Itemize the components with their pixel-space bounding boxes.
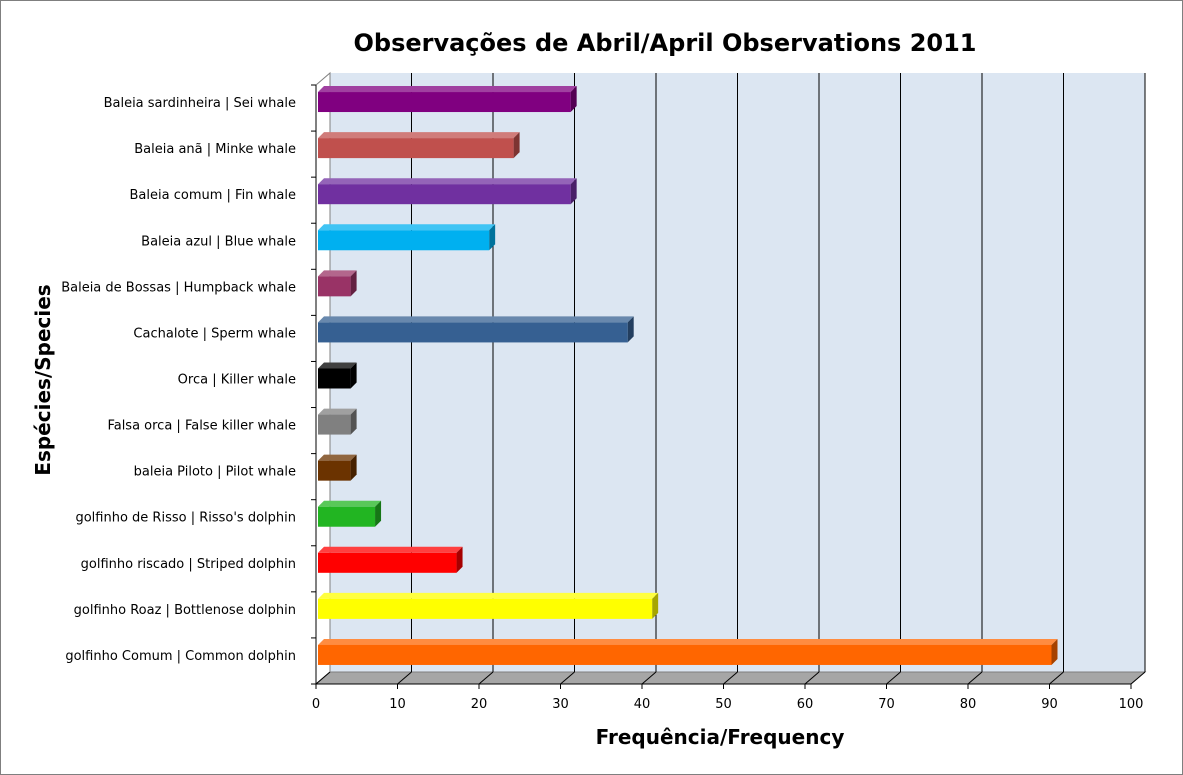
bar-end-face — [652, 592, 659, 619]
bar-end-face — [489, 224, 496, 251]
bar-front-face — [318, 138, 514, 159]
floor-gridline — [1049, 671, 1064, 685]
bar-top-face — [318, 500, 382, 507]
bar-9 — [318, 224, 496, 251]
x-tick-label: 70 — [878, 697, 895, 712]
bar-end-face — [350, 270, 357, 297]
bar-front-face — [318, 276, 351, 297]
x-tick-label: 40 — [634, 697, 651, 712]
bar-end-face — [456, 546, 463, 573]
floor-gridline — [1130, 671, 1146, 685]
floor-gridline — [560, 671, 575, 685]
floor-gridline — [723, 671, 738, 685]
category-label: Orca | Killer whale — [178, 373, 296, 388]
x-tick-label: 0 — [312, 697, 320, 712]
floor-gridline — [886, 671, 901, 685]
x-tick-label: 50 — [715, 697, 732, 712]
bar-1 — [318, 592, 659, 619]
x-axis-title: Frequência/Frequency — [596, 725, 845, 749]
x-tick-label: 90 — [1041, 697, 1058, 712]
bar-7 — [318, 316, 634, 343]
bar-end-face — [350, 362, 357, 389]
bar-top-face — [318, 546, 463, 553]
bar-top-face — [318, 178, 577, 185]
bar-top-face — [318, 408, 357, 415]
bar-3 — [318, 500, 382, 527]
x-tick-label: 30 — [552, 697, 569, 712]
x-tick-label: 100 — [1119, 697, 1144, 712]
bar-front-face — [318, 598, 653, 619]
x-tick-label: 80 — [960, 697, 977, 712]
bar-front-face — [318, 230, 490, 251]
bar-end-face — [570, 178, 577, 205]
chart-title: Observações de Abril/April Observations … — [353, 29, 976, 57]
category-label: golfinho de Risso | Risso's dolphin — [75, 511, 296, 526]
bar-top-face — [318, 362, 357, 369]
floor-gridline — [967, 671, 983, 685]
bar-8 — [318, 270, 357, 297]
bar-top-face — [318, 86, 577, 93]
bar-10 — [318, 178, 577, 205]
category-label: Cachalote | Sperm whale — [133, 326, 296, 341]
bar-end-face — [350, 408, 357, 435]
bar-5 — [318, 408, 357, 435]
bar-front-face — [318, 460, 351, 481]
floor-gridline — [315, 671, 331, 685]
bar-front-face — [318, 184, 571, 205]
bar-11 — [318, 132, 520, 159]
category-label: golfinho riscado | Striped dolphin — [81, 557, 296, 572]
bar-6 — [318, 362, 357, 389]
floor-gridline — [804, 671, 820, 685]
bar-12 — [318, 86, 577, 113]
bar-top-face — [318, 224, 496, 231]
bar-2 — [318, 546, 463, 573]
x-tick-label: 60 — [797, 697, 814, 712]
bar-front-face — [318, 322, 628, 343]
bar-front-face — [318, 552, 457, 573]
bar-end-face — [627, 316, 634, 343]
bar-4 — [318, 454, 357, 481]
bar-top-face — [318, 132, 520, 139]
bar-0 — [318, 638, 1058, 665]
x-tick-label: 10 — [389, 697, 406, 712]
floor-gridline — [397, 671, 412, 685]
bar-front-face — [318, 368, 351, 389]
bar-front-face — [318, 506, 376, 527]
category-label: golfinho Roaz | Bottlenose dolphin — [74, 603, 296, 618]
bar-end-face — [350, 454, 357, 481]
category-label: Baleia azul | Blue whale — [141, 234, 296, 249]
bar-end-face — [513, 132, 520, 159]
floor-gridline — [478, 671, 494, 685]
bar-top-face — [318, 270, 357, 277]
bar-end-face — [570, 86, 577, 113]
bar-front-face — [318, 414, 351, 435]
category-label: Baleia comum | Fin whale — [130, 188, 296, 203]
bar-top-face — [318, 316, 634, 323]
bar-end-face — [375, 500, 382, 527]
category-label: Baleia sardinheira | Sei whale — [104, 96, 296, 111]
category-label: golfinho Comum | Common dolphin — [65, 649, 296, 664]
floor-gridline — [641, 671, 657, 685]
bar-top-face — [318, 638, 1058, 645]
category-label: Falsa orca | False killer whale — [107, 419, 296, 434]
category-label: Baleia de Bossas | Humpback whale — [61, 280, 296, 295]
bar-front-face — [318, 92, 571, 113]
plot-area: 0 10 20 30 40 50 60 70 80 90 100 Baleia sardinheira… — [61, 71, 1147, 712]
bar-top-face — [318, 454, 357, 461]
bar-end-face — [1051, 638, 1058, 665]
category-label: baleia Piloto | Pilot whale — [134, 465, 296, 480]
y-axis-title: Espécies/Species — [31, 284, 55, 475]
category-label: Baleia anã | Minke whale — [134, 142, 296, 157]
bar-top-face — [318, 592, 659, 599]
bar-front-face — [318, 644, 1052, 665]
x-tick-label: 20 — [471, 697, 488, 712]
